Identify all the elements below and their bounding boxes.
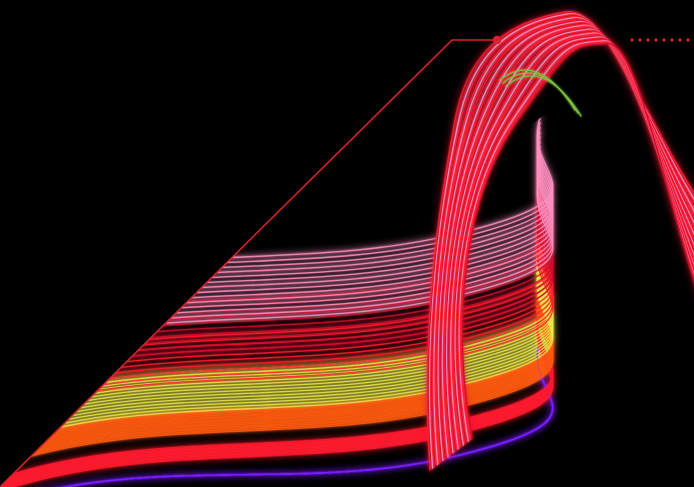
accent-dot <box>654 38 658 42</box>
guide-dot <box>492 35 502 45</box>
accent-dot <box>638 38 642 42</box>
loop-strand <box>461 43 694 439</box>
accent-dot <box>670 38 674 42</box>
accent-dot <box>630 38 634 42</box>
accent-dot <box>646 38 650 42</box>
accent-dot <box>662 38 666 42</box>
accent-strand <box>505 75 582 117</box>
guide-line <box>0 35 502 487</box>
accent-dot <box>686 38 690 42</box>
dotted-accent <box>630 38 690 42</box>
accent-dot <box>678 38 682 42</box>
rising-light-loop <box>424 8 694 473</box>
